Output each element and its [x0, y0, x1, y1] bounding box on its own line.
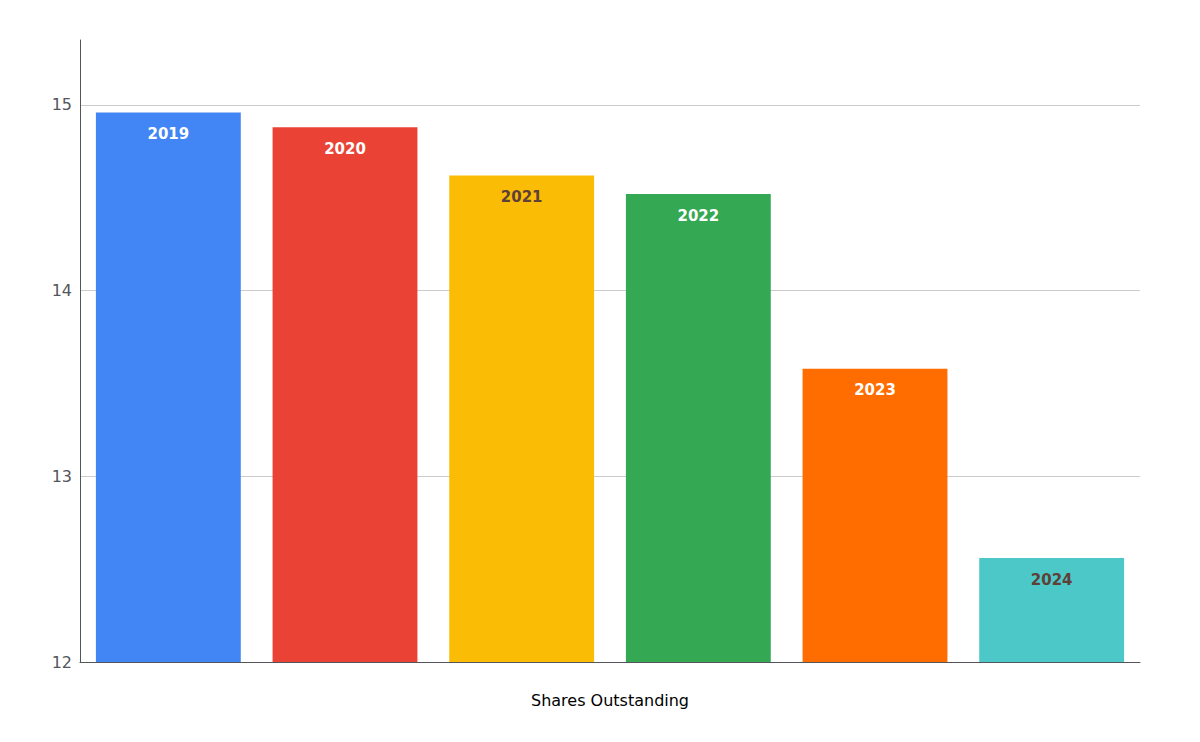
svg-text:14: 14 — [52, 281, 72, 300]
svg-text:2020: 2020 — [324, 140, 366, 158]
svg-text:15: 15 — [52, 95, 72, 114]
svg-text:Shares Outstanding: Shares Outstanding — [531, 691, 689, 710]
svg-text:2022: 2022 — [677, 207, 719, 225]
svg-text:2019: 2019 — [147, 125, 189, 143]
svg-text:12: 12 — [52, 653, 72, 672]
svg-text:2023: 2023 — [854, 381, 896, 399]
svg-text:13: 13 — [52, 467, 72, 486]
svg-text:2021: 2021 — [501, 188, 543, 206]
svg-text:2024: 2024 — [1031, 571, 1073, 589]
